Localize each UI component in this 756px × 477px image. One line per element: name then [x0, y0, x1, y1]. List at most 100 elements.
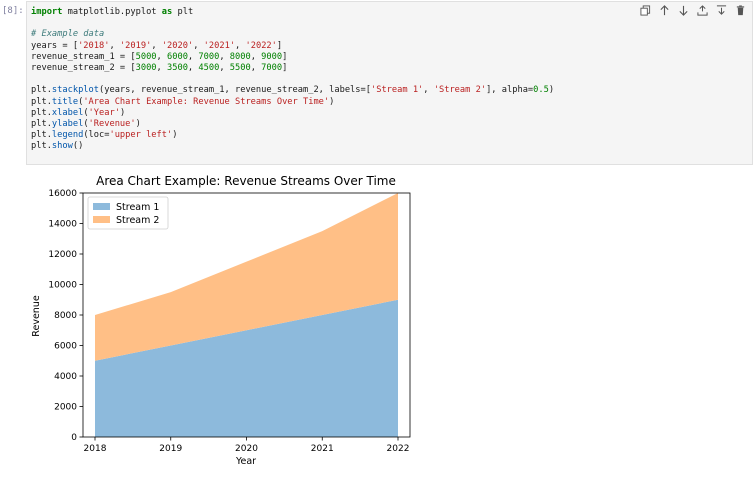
code-token: ]: [282, 51, 288, 62]
arrow-up-button[interactable]: [658, 5, 670, 19]
trash-button[interactable]: [734, 5, 746, 19]
code-token: plt: [172, 7, 194, 17]
code-token: ]: [276, 40, 283, 51]
insert-below-icon: [716, 5, 727, 19]
code-token: xlabel: [51, 107, 84, 118]
code-token: ,: [156, 51, 167, 62]
code-token: ], alpha=: [486, 85, 534, 96]
code-line: plt.ylabel('Revenue'): [31, 119, 554, 130]
code-token: '2021': [203, 40, 236, 51]
code-line: revenue_stream_2 = [3000, 3500, 4500, 55…: [31, 63, 554, 74]
code-token: 4500: [198, 62, 220, 73]
y-tick-label: 16000: [48, 189, 77, 199]
code-token: ,: [193, 40, 204, 51]
code-token: 5000: [135, 51, 157, 62]
legend-entry: Stream 2: [116, 215, 159, 226]
code-token: title: [51, 96, 79, 107]
x-tick-label: 2022: [387, 444, 410, 454]
code-token: matplotlib.pyplot: [62, 7, 162, 17]
code-token: (years, revenue_stream_1, revenue_stream…: [99, 85, 371, 96]
cell-toolbar: [639, 5, 746, 19]
code-token: ,: [187, 62, 199, 73]
code-line: revenue_stream_1 = [5000, 6000, 7000, 80…: [31, 52, 554, 63]
code-token: '2019': [119, 40, 152, 51]
code-token: show: [51, 141, 73, 152]
code-line: years = ['2018', '2019', '2020', '2021',…: [31, 41, 554, 52]
code-line: plt.legend(loc='upper left'): [31, 130, 554, 141]
code-token: 'Area Chart Example: Revenue Streams Ove…: [83, 96, 330, 107]
code-token: 'Revenue': [88, 118, 136, 129]
arrow-down-button[interactable]: [677, 5, 689, 19]
code-line: plt.title('Area Chart Example: Revenue S…: [31, 97, 554, 108]
cell-prompt: [8]:: [2, 6, 24, 16]
code-line: [31, 74, 554, 85]
code-token: ,: [250, 62, 262, 73]
insert-below-button[interactable]: [715, 5, 727, 19]
code-token: ,: [219, 62, 230, 73]
code-token: 6000: [167, 51, 188, 62]
arrow-up-icon: [659, 5, 670, 19]
y-tick-label: 10000: [48, 281, 77, 291]
code-token: ): [135, 118, 141, 129]
code-token: ,: [156, 62, 167, 73]
y-axis-label: Revenue: [31, 295, 42, 337]
trash-icon: [735, 5, 746, 19]
code-token: stackplot: [51, 85, 99, 96]
y-tick-label: 14000: [48, 220, 77, 230]
code-token: import: [31, 7, 63, 17]
code-line: plt.stackplot(years, revenue_stream_1, r…: [31, 85, 554, 96]
x-tick-label: 2021: [311, 444, 334, 454]
code-token: (: [83, 107, 89, 118]
y-tick-label: 2000: [54, 403, 77, 413]
code-token: plt.: [31, 85, 52, 96]
code-token: 'upper left': [109, 130, 173, 141]
code-token: (: [78, 96, 84, 107]
code-token: ): [172, 130, 178, 141]
code-token: plt.: [31, 107, 52, 118]
code-token: ]: [282, 62, 288, 73]
chart-title: Area Chart Example: Revenue Streams Over…: [96, 174, 396, 188]
code-token: legend: [51, 130, 84, 141]
code-token: 8000: [229, 51, 251, 62]
code-token: years = [: [31, 40, 79, 51]
code-token: ,: [219, 51, 230, 62]
code-line: # Example data: [31, 29, 554, 40]
code-token: 7000: [198, 51, 220, 62]
copy-icon: [639, 5, 651, 19]
code-token: ,: [109, 40, 120, 51]
code-token: '2020': [161, 40, 194, 51]
y-tick-label: 0: [71, 433, 77, 443]
y-tick-label: 12000: [48, 250, 77, 260]
x-tick-label: 2020: [235, 444, 258, 454]
code-line: [31, 18, 554, 29]
code-token: 9000: [261, 51, 283, 62]
code-line: plt.xlabel('Year'): [31, 108, 554, 119]
y-tick-label: 4000: [54, 372, 77, 382]
code-token: '2018': [78, 40, 110, 51]
code-token: as: [161, 7, 173, 17]
code-token: 'Stream 1': [370, 85, 424, 96]
arrow-down-icon: [678, 5, 689, 19]
legend-entry: Stream 1: [116, 202, 159, 213]
code-editor[interactable]: import matplotlib.pyplot as plt # Example…: [31, 7, 554, 152]
code-token: 3500: [167, 62, 188, 73]
code-token: ): [329, 96, 335, 107]
copy-button[interactable]: [639, 5, 651, 19]
area-chart: Area Chart Example: Revenue Streams Over…: [31, 174, 411, 467]
code-token: ,: [151, 40, 162, 51]
insert-above-button[interactable]: [696, 5, 708, 19]
legend-swatch: [93, 216, 110, 223]
code-token: revenue_stream_1 = [: [31, 51, 136, 62]
insert-above-icon: [696, 5, 708, 19]
code-line: import matplotlib.pyplot as plt: [31, 7, 554, 18]
code-token: plt.: [31, 118, 52, 129]
code-token: ,: [250, 51, 262, 62]
code-token: plt.: [31, 141, 52, 152]
code-token: 0.5: [533, 85, 549, 96]
code-cell[interactable]: import matplotlib.pyplot as plt # Example…: [26, 1, 753, 165]
code-token: 'Year': [88, 107, 120, 118]
code-token: ,: [423, 85, 434, 96]
code-token: 'Stream 2': [433, 85, 487, 96]
code-token: 7000: [261, 62, 283, 73]
x-tick-label: 2019: [159, 444, 182, 454]
